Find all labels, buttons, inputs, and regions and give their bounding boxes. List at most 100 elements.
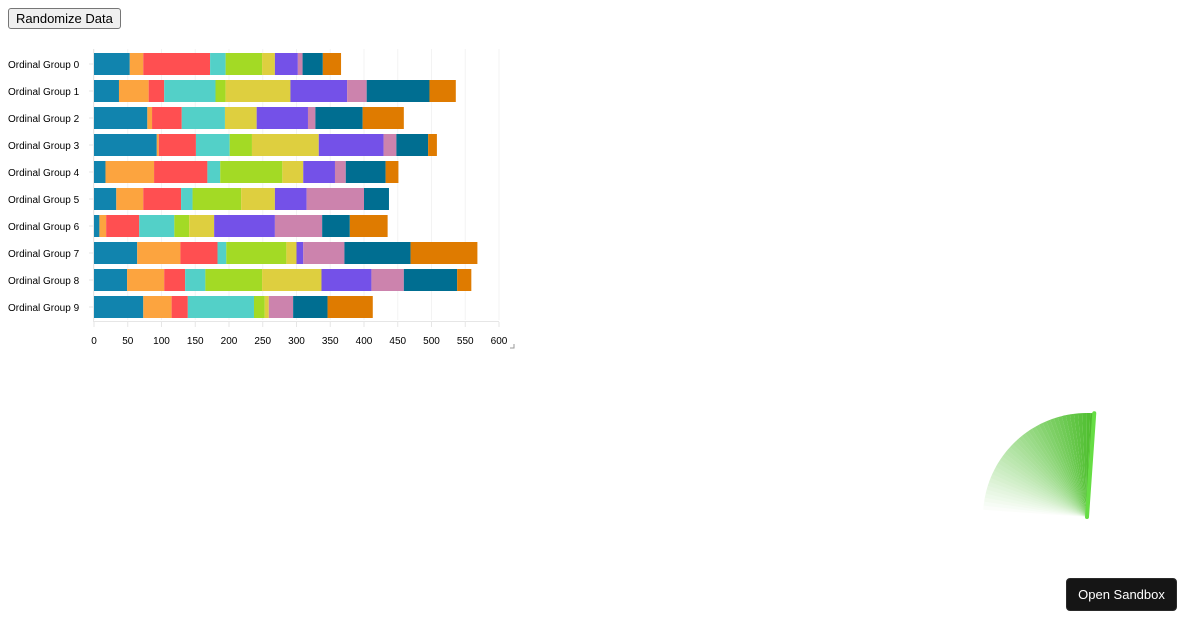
bar-segment[interactable] <box>315 107 363 129</box>
bar-segment[interactable] <box>226 242 287 264</box>
bar-segment[interactable] <box>154 161 208 183</box>
bar-segment[interactable] <box>349 215 388 237</box>
bar-segment[interactable] <box>210 53 226 75</box>
bar-segment[interactable] <box>321 269 372 291</box>
bar-segment[interactable] <box>94 80 119 102</box>
bar-segment[interactable] <box>118 80 149 102</box>
bar-segment[interactable] <box>220 161 283 183</box>
bar-segment[interactable] <box>116 188 144 210</box>
bar-segment[interactable] <box>383 134 397 156</box>
bar-segment[interactable] <box>403 269 458 291</box>
bar-segment[interactable] <box>185 269 206 291</box>
bar-segment[interactable] <box>297 53 303 75</box>
bar-segment[interactable] <box>224 107 257 129</box>
bar-segment[interactable] <box>147 107 153 129</box>
bar-segment[interactable] <box>143 188 182 210</box>
bar-segment[interactable] <box>322 215 350 237</box>
bar-segment[interactable] <box>366 80 430 102</box>
bar-segment[interactable] <box>396 134 429 156</box>
bar-segment[interactable] <box>362 107 404 129</box>
bar-segment[interactable] <box>143 296 172 318</box>
bar-segment[interactable] <box>264 296 269 318</box>
bar-segment[interactable] <box>214 215 275 237</box>
bar-segment[interactable] <box>171 296 188 318</box>
bar-segment[interactable] <box>174 215 190 237</box>
bar-segment[interactable] <box>94 134 157 156</box>
bar-segment[interactable] <box>293 296 328 318</box>
bar-segment[interactable] <box>225 80 291 102</box>
bar-segment[interactable] <box>274 188 307 210</box>
bar-segment[interactable] <box>327 296 373 318</box>
bar-segment[interactable] <box>262 269 322 291</box>
bar-segment[interactable] <box>371 269 404 291</box>
bar-segment[interactable] <box>253 296 265 318</box>
bar-segment[interactable] <box>347 80 367 102</box>
bar-segment[interactable] <box>205 269 263 291</box>
bar-segment[interactable] <box>148 80 165 102</box>
bar-segment[interactable] <box>428 134 437 156</box>
bar-segment[interactable] <box>137 242 181 264</box>
bar-segment[interactable] <box>256 107 308 129</box>
bar-segment[interactable] <box>303 242 345 264</box>
bar-segment[interactable] <box>345 161 386 183</box>
bar-segment[interactable] <box>94 161 106 183</box>
bar-segment[interactable] <box>94 242 138 264</box>
bar-segment[interactable] <box>274 215 323 237</box>
bar-segment[interactable] <box>105 161 155 183</box>
bar-segment[interactable] <box>181 107 225 129</box>
bar-segment[interactable] <box>286 242 297 264</box>
bar-segment[interactable] <box>106 215 140 237</box>
bar-segment[interactable] <box>229 134 252 156</box>
bar-segment[interactable] <box>181 188 193 210</box>
bar-segment[interactable] <box>268 296 294 318</box>
bar-segment[interactable] <box>429 80 456 102</box>
resize-handle-icon[interactable] <box>510 344 515 349</box>
bar-segment[interactable] <box>189 215 215 237</box>
bar-segment[interactable] <box>94 53 130 75</box>
bar-segment[interactable] <box>307 107 316 129</box>
bar-segment[interactable] <box>164 80 216 102</box>
bar-segment[interactable] <box>302 53 323 75</box>
bar-segment[interactable] <box>251 134 319 156</box>
bar-segment[interactable] <box>156 134 159 156</box>
bar-segment[interactable] <box>322 53 342 75</box>
bar-segment[interactable] <box>94 296 144 318</box>
bar-segment[interactable] <box>127 269 165 291</box>
bar-segment[interactable] <box>94 215 100 237</box>
bar-segment[interactable] <box>334 161 346 183</box>
bar-segment[interactable] <box>158 134 196 156</box>
bar-segment[interactable] <box>187 296 254 318</box>
bar-segment[interactable] <box>296 242 304 264</box>
bar-segment[interactable] <box>364 188 389 210</box>
bar-segment[interactable] <box>215 80 226 102</box>
bar-segment[interactable] <box>143 53 211 75</box>
bar-segment[interactable] <box>195 134 230 156</box>
open-sandbox-button[interactable]: Open Sandbox <box>1066 578 1177 611</box>
bar-segment[interactable] <box>385 161 399 183</box>
bar-segment[interactable] <box>129 53 144 75</box>
bar-segment[interactable] <box>282 161 304 183</box>
bar-segment[interactable] <box>99 215 107 237</box>
bar-segment[interactable] <box>306 188 364 210</box>
bar-segment[interactable] <box>318 134 384 156</box>
bar-segment[interactable] <box>290 80 348 102</box>
bar-segment[interactable] <box>262 53 275 75</box>
bar-segment[interactable] <box>344 242 411 264</box>
bar-segment[interactable] <box>410 242 478 264</box>
bar-segment[interactable] <box>139 215 175 237</box>
bar-segment[interactable] <box>303 161 335 183</box>
bar-segment[interactable] <box>207 161 221 183</box>
bar-segment[interactable] <box>164 269 186 291</box>
randomize-data-button[interactable]: Randomize Data <box>8 8 121 29</box>
bar-segment[interactable] <box>225 53 263 75</box>
bar-segment[interactable] <box>274 53 298 75</box>
bar-segment[interactable] <box>94 188 117 210</box>
bar-segment[interactable] <box>152 107 182 129</box>
bar-segment[interactable] <box>94 269 128 291</box>
bar-segment[interactable] <box>241 188 275 210</box>
bar-segment[interactable] <box>217 242 227 264</box>
bar-segment[interactable] <box>457 269 472 291</box>
bar-segment[interactable] <box>180 242 218 264</box>
bar-segment[interactable] <box>192 188 242 210</box>
bar-segment[interactable] <box>94 107 148 129</box>
